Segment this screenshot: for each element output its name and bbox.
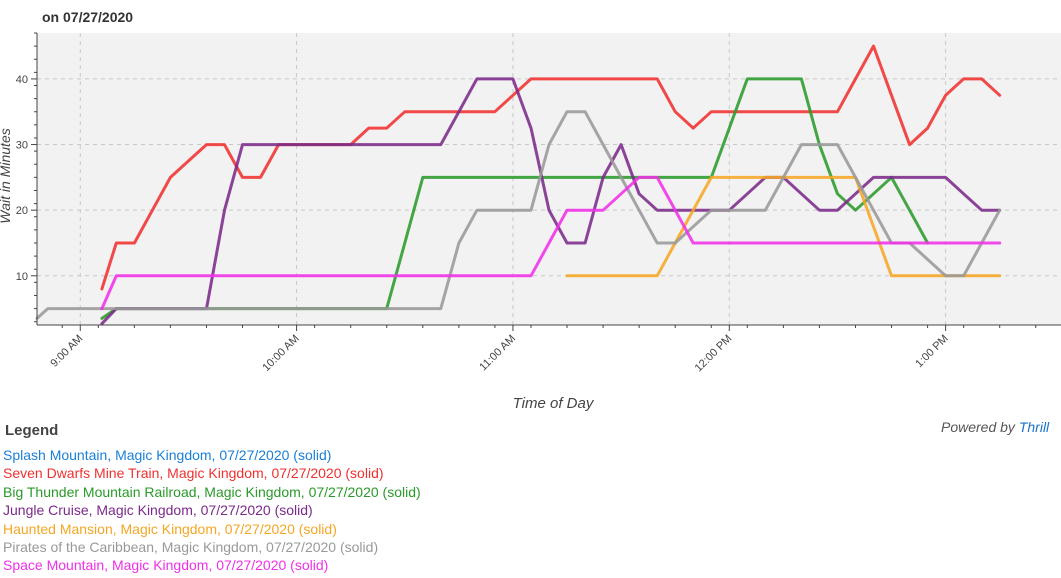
x-tick-label: 10:00 AM — [260, 333, 301, 374]
series-line-4 — [565, 175, 1002, 278]
y-tick-label: 20 — [16, 205, 28, 217]
x-axis-label: Time of Day — [512, 395, 594, 412]
grid-layer — [37, 33, 1061, 325]
x-tick-label: 12:00 PM — [693, 333, 735, 375]
legend-item: Seven Dwarfs Mine Train, Magic Kingdom, … — [3, 465, 384, 482]
legend-item: Big Thunder Mountain Railroad, Magic Kin… — [3, 483, 421, 500]
legend-item: Splash Mountain, Magic Kingdom, 07/27/20… — [3, 447, 332, 463]
series-line-6 — [100, 175, 1002, 311]
legend-list: Splash Mountain, Magic Kingdom, 07/27/20… — [3, 446, 421, 575]
powered-by-brand-link[interactable]: Thrill — [1018, 419, 1050, 435]
series-line-2 — [100, 77, 930, 320]
y-tick-label: 40 — [16, 74, 28, 86]
powered-by: Powered by Thrill — [941, 419, 1049, 435]
chart-title: on 07/27/2020 — [42, 9, 134, 25]
series-line-1 — [100, 44, 1002, 291]
legend-item: Jungle Cruise, Magic Kingdom, 07/27/2020… — [3, 502, 313, 519]
y-tick-label: 30 — [16, 140, 28, 152]
powered-by-text: Powered by — [941, 419, 1015, 435]
plot-background — [37, 33, 1061, 325]
legend-item: Space Mountain, Magic Kingdom, 07/27/202… — [3, 557, 329, 574]
x-tick-label: 11:00 AM — [477, 333, 518, 374]
series-line-3 — [100, 77, 1002, 326]
legend-item: Haunted Mansion, Magic Kingdom, 07/27/20… — [3, 520, 337, 537]
legend-item: Pirates of the Caribbean, Magic Kingdom,… — [3, 539, 379, 556]
chart-svg: 10 20 30 40 9:00 AM 10:00 AM 11:00 AM 12:00 PM 1… — [0, 32, 1061, 375]
y-axis-label: Wait in Minutes — [0, 128, 13, 223]
x-tick-label: 9:00 AM — [48, 333, 85, 370]
legend-heading: Legend — [5, 422, 59, 439]
series-layer — [35, 44, 1002, 326]
y-tick-label: 10 — [16, 271, 28, 283]
x-tick-label: 1:00 PM — [913, 333, 950, 370]
